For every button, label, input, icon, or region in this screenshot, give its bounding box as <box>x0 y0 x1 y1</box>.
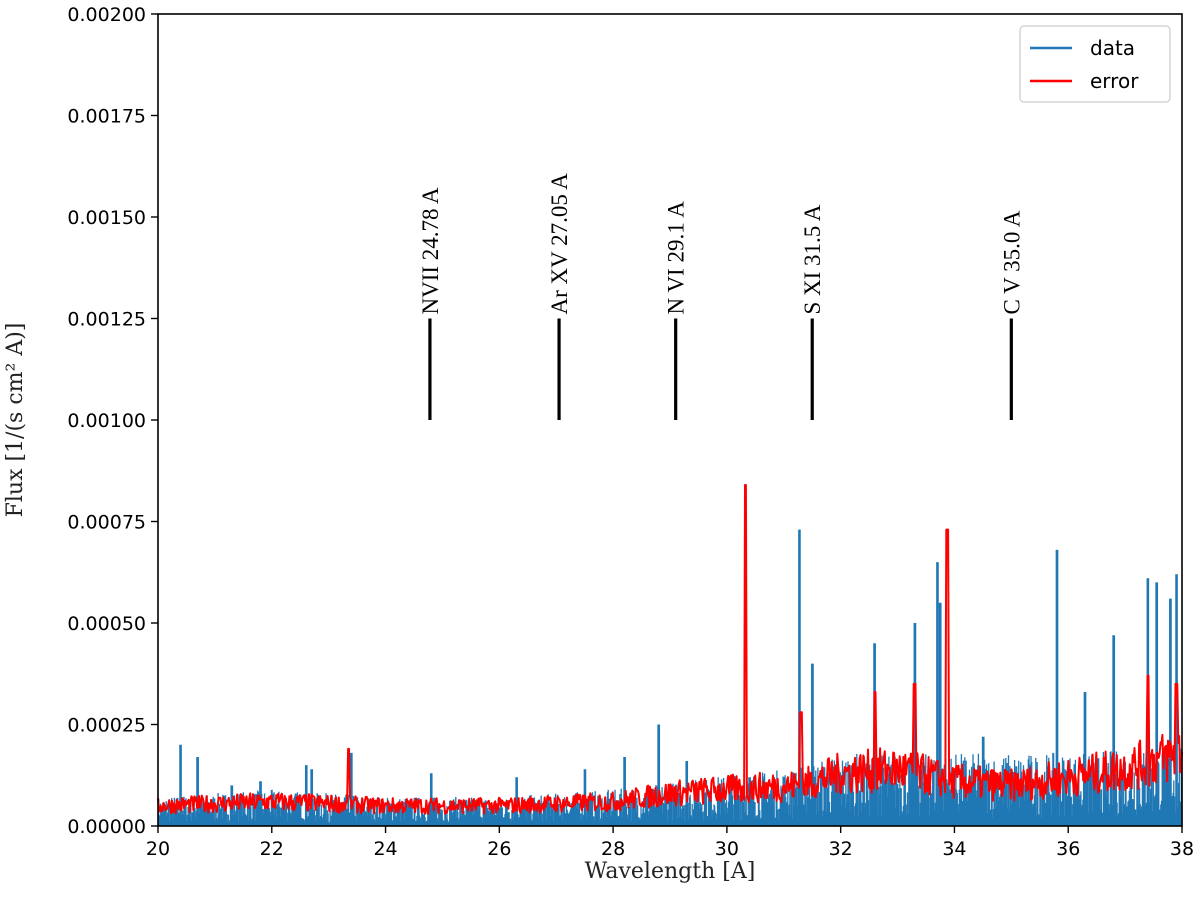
x-tick-label: 34 <box>942 838 966 860</box>
x-axis-label: Wavelength [A] <box>585 859 756 884</box>
y-tick-label: 0.00150 <box>67 207 146 229</box>
annotation-label-1: Ar XV 27.05 A <box>547 173 572 315</box>
legend-label-data: data <box>1090 36 1135 60</box>
x-tick-label: 22 <box>260 838 284 860</box>
x-axis: 20 22 24 26 28 30 32 34 36 38 <box>146 826 1194 860</box>
y-axis: 0.00000 0.00025 0.00050 0.00075 0.00100 0.001… <box>67 4 158 838</box>
y-tick-label: 0.00025 <box>67 715 146 737</box>
y-tick-label: 0.00000 <box>67 816 146 838</box>
plot-area: NVII 24.78 A Ar XV 27.05 A N VI 29.1 A S XI… <box>157 173 1183 826</box>
y-tick-label: 0.00200 <box>67 4 146 26</box>
y-tick-label: 0.00050 <box>67 613 146 635</box>
legend: data error <box>1019 25 1171 103</box>
annotation-label-2: N VI 29.1 A <box>664 201 689 315</box>
annotation-label-3: S XI 31.5 A <box>800 204 825 314</box>
series-error <box>157 484 1183 815</box>
legend-box <box>1019 25 1171 103</box>
annotation-label-0: NVII 24.78 A <box>418 187 443 315</box>
y-tick-label: 0.00100 <box>67 410 146 432</box>
y-tick-label: 0.00075 <box>67 512 146 534</box>
x-tick-label: 20 <box>146 838 170 860</box>
x-tick-label: 32 <box>829 838 853 860</box>
error-series-line <box>157 484 1183 815</box>
y-tick-label: 0.00175 <box>67 106 146 128</box>
x-tick-label: 36 <box>1056 838 1080 860</box>
y-tick-label: 0.00125 <box>67 309 146 331</box>
axes-frame <box>157 13 1183 827</box>
x-tick-label: 26 <box>487 838 511 860</box>
x-tick-label: 30 <box>715 838 739 860</box>
legend-label-error: error <box>1090 69 1139 93</box>
annotation-label-4: C V 35.0 A <box>999 210 1024 314</box>
x-tick-label: 38 <box>1170 838 1194 860</box>
y-axis-label: Flux [1/(s cm² A)] <box>3 323 28 518</box>
x-tick-label: 24 <box>373 838 397 860</box>
x-tick-label: 28 <box>601 838 625 860</box>
line-annotations: NVII 24.78 A Ar XV 27.05 A N VI 29.1 A S XI… <box>418 173 1024 420</box>
